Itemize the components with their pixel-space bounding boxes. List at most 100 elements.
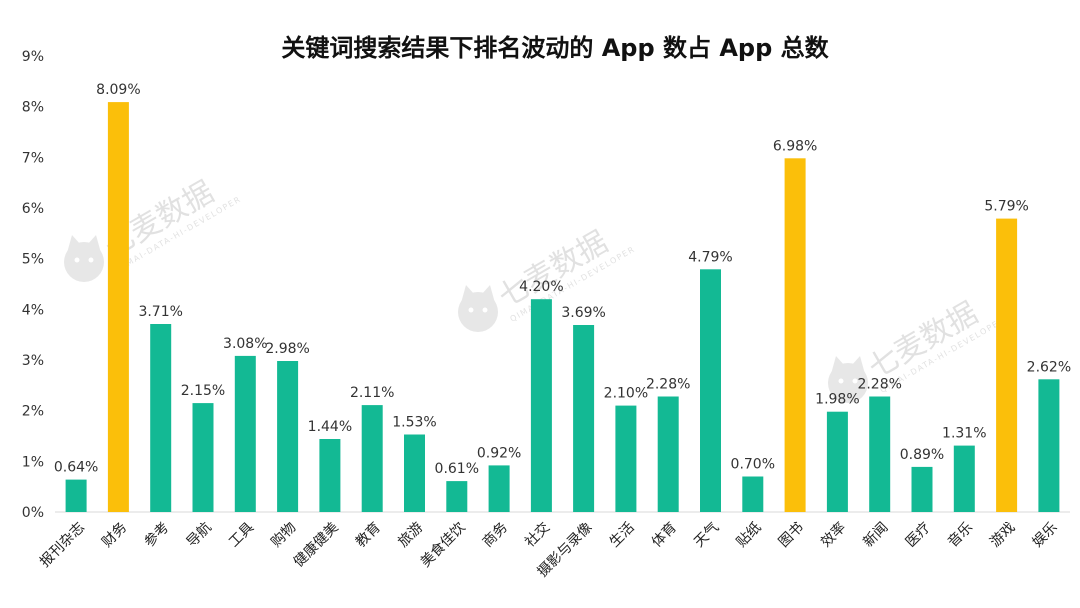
x-tick-label: 社交 [521, 519, 553, 551]
data-label: 5.79% [984, 199, 1028, 215]
chart-title: 关键词搜索结果下排名波动的 App 数占 App 总数 [281, 34, 829, 62]
data-label: 2.15% [181, 383, 225, 399]
x-tick-label: 娱乐 [1030, 520, 1061, 551]
watermark-logo-icon [458, 292, 498, 332]
y-tick-label: 0% [22, 505, 44, 521]
data-label: 2.28% [857, 377, 901, 393]
bar-9 [404, 434, 425, 512]
x-tick-label: 报刊杂志 [37, 520, 88, 571]
y-tick-label: 1% [22, 454, 44, 470]
x-tick-label: 购物 [268, 520, 299, 551]
y-axis: 0% 1% 2% 3% 4% 5% 6% 7% 8% 9% [22, 49, 44, 521]
y-tick-label: 7% [22, 150, 44, 166]
x-tick-label: 参考 [141, 519, 173, 551]
bar-18 [784, 158, 806, 513]
bar-19 [826, 411, 848, 512]
watermark-eye-icon [88, 257, 94, 263]
data-label: 2.28% [646, 377, 690, 393]
data-label: 4.79% [688, 249, 732, 265]
bar-2 [107, 102, 129, 512]
watermark-eye-icon [74, 257, 80, 263]
data-label: 0.64% [54, 460, 98, 476]
bar-15 [657, 396, 679, 512]
value-labels: 0.64% 8.09% 3.71% 2.15% 3.08%2.98% 1.44% 2.11%… [54, 82, 1071, 477]
x-tick-label: 财务 [99, 520, 130, 551]
bar-12 [530, 299, 552, 512]
x-tick-label: 健康健美 [290, 519, 342, 571]
x-tick-label: 教育 [353, 520, 384, 551]
data-label: 1.44% [308, 419, 352, 435]
bar-21 [911, 466, 933, 512]
data-label: 3.08% [223, 336, 267, 352]
bar-13 [573, 325, 595, 512]
y-tick-label: 9% [22, 49, 44, 65]
x-tick-label: 游戏 [987, 520, 1018, 551]
data-label: 2.10% [604, 386, 648, 402]
data-label: 2.98% [265, 341, 309, 357]
x-tick-label: 工具 [226, 520, 257, 551]
bar-14 [615, 405, 637, 512]
watermark-logo-icon [64, 242, 104, 282]
x-tick-label: 天气 [691, 520, 722, 551]
watermark-ear-icon [67, 235, 81, 253]
bar-16 [700, 269, 721, 512]
data-label: 6.98% [773, 138, 817, 154]
y-tick-label: 2% [22, 404, 44, 420]
data-label: 8.09% [96, 82, 140, 98]
x-tick-label: 新闻 [860, 520, 891, 551]
x-tick-label: 体育 [649, 520, 680, 551]
data-label: 1.98% [815, 392, 859, 408]
data-label: 1.53% [392, 415, 436, 431]
bar-17 [742, 476, 764, 512]
x-tick-label: 效率 [817, 519, 849, 551]
data-label: 1.31% [942, 426, 986, 442]
bar-7 [319, 439, 341, 512]
x-tick-label: 贴纸 [734, 520, 765, 551]
data-label: 0.89% [900, 447, 944, 463]
bar-3 [150, 324, 172, 512]
data-label: 0.70% [731, 457, 775, 473]
watermark-eye-icon [468, 307, 474, 313]
x-tick-label: 商务 [480, 520, 511, 551]
y-tick-label: 4% [22, 302, 44, 318]
data-label: 2.62% [1027, 359, 1071, 375]
x-tick-label: 旅游 [395, 520, 426, 551]
data-label: 4.20% [519, 279, 563, 295]
bar-1 [65, 479, 87, 512]
x-tick-label: 图书 [776, 520, 807, 551]
data-label: 3.71% [138, 304, 182, 320]
x-tick-label: 音乐 [944, 519, 976, 551]
x-tick-label: 生活 [607, 520, 638, 551]
bar-22 [953, 445, 975, 512]
bar-20 [869, 396, 891, 512]
x-tick-label: 导航 [184, 520, 215, 551]
watermark-ear-icon [481, 285, 495, 303]
watermark-eye-icon [838, 378, 844, 384]
data-label: 0.92% [477, 445, 521, 461]
bar-8 [361, 405, 383, 512]
watermark-logo-icon [828, 363, 868, 403]
y-tick-label: 5% [22, 252, 44, 268]
y-tick-label: 6% [22, 201, 44, 217]
bar-6 [277, 361, 299, 512]
x-tick-label: 美食佳饮 [417, 519, 469, 571]
watermark-ear-icon [87, 235, 101, 253]
bar-4 [192, 403, 214, 512]
y-tick-label: 8% [22, 100, 44, 116]
watermark-ear-icon [851, 356, 865, 374]
data-label: 2.11% [350, 385, 394, 401]
data-label: 0.61% [435, 461, 479, 477]
y-tick-label: 3% [22, 353, 44, 369]
watermark-ear-icon [461, 285, 475, 303]
x-axis-category-labels: 报刊杂志 财务 参考 导航 工具 购物健康健美 教育 旅游美食佳饮 商务 社交摄影与录像 生活 体育天… [37, 519, 1061, 581]
bar-series [65, 102, 1060, 513]
watermark-eye-icon [482, 307, 488, 313]
bar-23 [996, 218, 1018, 512]
x-tick-label: 医疗 [903, 520, 934, 551]
bar-5 [234, 355, 256, 512]
data-label: 3.69% [561, 305, 605, 321]
bar-24 [1038, 379, 1060, 512]
